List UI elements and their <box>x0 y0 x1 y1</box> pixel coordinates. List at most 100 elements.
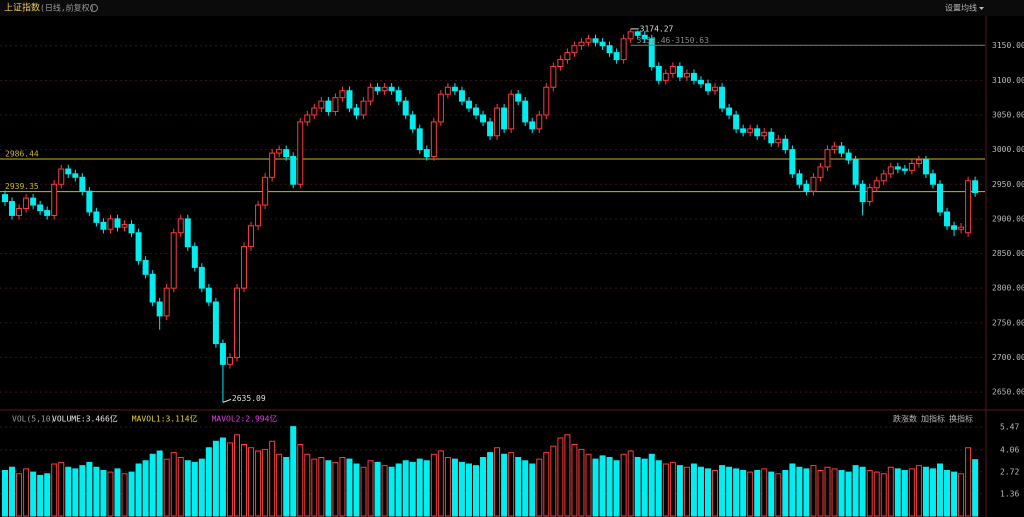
candle-body <box>543 86 550 116</box>
toolbar-button[interactable]: 跌涨数 <box>893 414 917 424</box>
toolbar-button[interactable]: 换指标 <box>949 414 973 424</box>
candle-body <box>859 183 866 203</box>
candle-body <box>142 259 149 275</box>
candle-body <box>37 204 44 212</box>
volume-bar <box>16 473 23 517</box>
candle-body <box>248 225 255 248</box>
candle-body <box>733 114 740 130</box>
candle-body <box>789 149 796 175</box>
volume-bar <box>318 457 325 517</box>
volume-bar <box>219 437 226 517</box>
settings-icon[interactable] <box>90 4 98 12</box>
y-tick-label: 2800.00 <box>992 284 1024 293</box>
y-tick-label: 1.36 <box>1000 489 1019 498</box>
volume-bar <box>9 466 16 517</box>
volume-bar <box>922 466 929 517</box>
candle-body <box>86 190 93 213</box>
volume-bar <box>817 470 824 517</box>
volume-bar <box>641 458 648 517</box>
candle-body <box>416 128 423 151</box>
candle-body <box>473 107 480 116</box>
candle-body <box>712 86 719 92</box>
volume-bar <box>65 466 72 517</box>
volume-bar <box>79 465 86 517</box>
candle-body <box>297 121 304 185</box>
volume-bar <box>529 463 536 517</box>
volume-bar <box>627 450 634 517</box>
volume-bar <box>325 460 332 517</box>
candle-body <box>683 72 690 78</box>
volume-bar <box>859 466 866 517</box>
candle-body <box>16 207 23 216</box>
candle-body <box>894 166 901 170</box>
candle-body <box>880 173 887 182</box>
candle-body <box>128 223 135 234</box>
volume-bar <box>613 460 620 517</box>
volume-bar <box>915 465 922 517</box>
volume-bar <box>191 461 198 517</box>
volume-bar <box>880 473 887 517</box>
y-tick-label: 2850.00 <box>992 249 1024 258</box>
candle-body <box>676 65 683 78</box>
volume-bar <box>958 473 965 517</box>
volume-bar <box>508 452 515 517</box>
volume-title: VOL(5,10) <box>12 415 55 424</box>
y-tick-label: 3050.00 <box>992 110 1024 119</box>
candle-body <box>9 201 16 216</box>
volume-bar <box>255 450 262 517</box>
volume-bar <box>655 460 662 517</box>
ma-settings[interactable]: 设置均线 <box>945 3 977 13</box>
volume-bar <box>156 450 163 517</box>
candle-body <box>156 301 163 317</box>
volume-bar <box>416 458 423 517</box>
volume-bar <box>648 453 655 517</box>
candle-body <box>444 86 451 95</box>
candle-body <box>796 173 803 185</box>
volume-bar <box>571 444 578 517</box>
volume-bar <box>965 447 972 517</box>
candle-body <box>346 90 353 109</box>
candle-body <box>2 194 8 203</box>
candle-body <box>30 197 37 206</box>
volume-bar <box>683 466 690 517</box>
candle-body <box>451 86 458 92</box>
dropdown-arrow[interactable] <box>979 7 984 10</box>
volume-bar <box>515 457 522 517</box>
candle-body <box>135 232 142 261</box>
candle-body <box>606 45 613 54</box>
volume-bar <box>796 466 803 517</box>
volume-bar <box>149 453 156 517</box>
volume-bar <box>676 465 683 517</box>
candle-body <box>958 226 965 230</box>
volume-bar <box>747 471 754 517</box>
legend-entry: VOLUME:3.466亿 <box>52 414 118 424</box>
candle-body <box>191 246 198 268</box>
volume-bar <box>606 457 613 517</box>
volume-bar <box>198 458 205 517</box>
candle-body <box>922 159 929 175</box>
volume-bar <box>346 458 353 517</box>
volume-bar <box>23 468 30 517</box>
volume-bar <box>311 458 318 517</box>
toolbar-button[interactable]: 加指标 <box>921 414 945 424</box>
candle-body <box>838 145 845 154</box>
candle-body <box>205 287 212 303</box>
y-tick-label: 3150.00 <box>992 41 1024 50</box>
volume-bar <box>768 471 775 517</box>
y-tick-label: 3000.00 <box>992 145 1024 154</box>
volume-bar <box>367 460 374 517</box>
volume-bar <box>276 453 283 517</box>
candle-body <box>655 65 662 81</box>
volume-bar <box>30 471 37 517</box>
volume-bar <box>437 450 444 517</box>
candle-body <box>705 83 711 92</box>
candle-body <box>761 131 768 137</box>
candle-body <box>599 41 606 47</box>
candle-body <box>747 128 754 133</box>
volume-bar <box>845 471 852 517</box>
volume-bar <box>142 460 149 517</box>
volume-bar <box>451 458 458 517</box>
candle-body <box>648 38 655 67</box>
volume-bar <box>72 468 79 517</box>
volume-bar <box>662 463 669 517</box>
